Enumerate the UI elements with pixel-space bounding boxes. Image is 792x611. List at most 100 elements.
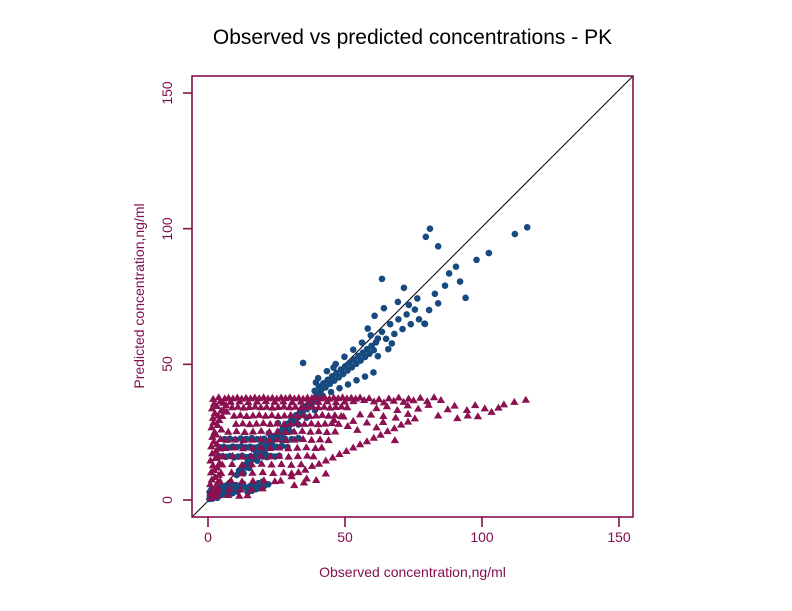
data-point-triangle (281, 427, 291, 435)
data-point-triangle (279, 402, 289, 410)
data-point-triangle (302, 443, 311, 451)
data-point-triangle (209, 399, 219, 407)
data-point-triangle (209, 418, 218, 426)
data-point-triangle (369, 433, 378, 441)
data-point-triangle (318, 410, 327, 418)
data-point-triangle (239, 403, 248, 411)
data-point-circle (422, 233, 430, 241)
data-point-triangle (374, 395, 384, 403)
data-point-triangle (268, 403, 277, 411)
data-point-triangle (293, 419, 302, 427)
data-point-triangle (256, 426, 266, 434)
data-point-triangle (399, 397, 408, 405)
data-point-triangle (208, 432, 217, 440)
y-tick-label: 150 (159, 81, 175, 105)
data-point-triangle (403, 417, 413, 425)
data-point-triangle (409, 396, 418, 404)
data-point-triangle (296, 460, 306, 468)
data-point-triangle (232, 427, 241, 435)
data-point-triangle (321, 469, 331, 477)
data-point-triangle (296, 397, 306, 405)
data-point-circle (349, 346, 357, 353)
data-point-triangle (462, 406, 472, 414)
data-point-triangle (311, 411, 321, 419)
data-point-triangle (289, 427, 299, 435)
data-point-triangle (337, 402, 346, 410)
data-point-triangle (284, 444, 293, 452)
data-point-triangle (424, 400, 433, 408)
data-point-triangle (302, 451, 312, 459)
data-point-circle (426, 225, 434, 232)
chart-title: Observed vs predicted concentrations - P… (212, 26, 613, 49)
data-point-triangle (216, 435, 225, 443)
data-point-triangle (244, 398, 253, 406)
data-point-circle (431, 290, 439, 298)
data-point-triangle (410, 414, 420, 422)
data-point-triangle (301, 465, 310, 473)
data-point-triangle (245, 420, 254, 428)
data-point-triangle (284, 452, 293, 460)
x-tick-label: 100 (470, 529, 494, 545)
data-point-triangle (262, 402, 271, 410)
data-point-triangle (269, 468, 278, 476)
data-point-triangle (413, 404, 423, 412)
data-point-triangle (404, 394, 413, 402)
data-point-circle (445, 270, 453, 277)
data-point-triangle (314, 427, 323, 435)
data-point-triangle (214, 451, 223, 459)
data-point-triangle (322, 427, 332, 435)
data-point-triangle (334, 419, 343, 427)
data-point-triangle (247, 460, 257, 468)
data-point-triangle (499, 400, 509, 408)
data-point-triangle (207, 423, 216, 431)
data-point-triangle (277, 460, 286, 468)
data-point-circle (411, 306, 419, 313)
data-point-circle (353, 377, 360, 384)
data-point-triangle (324, 436, 333, 444)
data-point-triangle (339, 412, 348, 420)
data-point-triangle (279, 420, 289, 428)
data-point-triangle (487, 407, 496, 415)
data-point-triangle (299, 411, 308, 419)
data-point-triangle (494, 403, 503, 411)
data-point-triangle (391, 413, 400, 421)
data-point-triangle (383, 427, 392, 435)
data-point-triangle (230, 435, 240, 443)
data-point-triangle (273, 435, 282, 443)
data-point-circle (336, 384, 343, 392)
data-point-triangle (211, 446, 221, 454)
data-point-circle (358, 339, 366, 346)
data-point-triangle (227, 403, 237, 411)
y-tick-label: 100 (159, 216, 175, 241)
data-point-triangle (218, 411, 227, 419)
data-point-circle (366, 350, 373, 358)
data-point-triangle (216, 468, 226, 476)
data-point-circle (421, 320, 429, 328)
data-point-triangle (265, 419, 275, 427)
data-point-triangle (403, 409, 413, 417)
data-point-triangle (256, 435, 265, 443)
data-point-circle (374, 335, 382, 342)
data-point-triangle (296, 403, 306, 411)
data-point-circle (370, 346, 378, 354)
data-point-triangle (384, 394, 394, 402)
data-point-triangle (309, 452, 318, 460)
data-point-circle (323, 367, 331, 375)
data-point-triangle (314, 403, 323, 411)
data-point-triangle (369, 397, 379, 405)
data-point-triangle (312, 476, 321, 484)
data-point-triangle (287, 472, 296, 480)
data-point-triangle (265, 444, 275, 452)
data-point-triangle (247, 452, 256, 460)
data-point-triangle (215, 416, 224, 424)
data-point-triangle (362, 437, 372, 445)
data-point-triangle (306, 427, 315, 435)
data-point-circle (456, 278, 464, 285)
data-point-triangle (245, 403, 254, 411)
data-point-triangle (294, 468, 303, 476)
data-point-triangle (270, 477, 280, 485)
data-point-triangle (247, 435, 257, 443)
data-point-circle (262, 450, 269, 458)
data-point-triangle (403, 401, 412, 409)
data-point-triangle (307, 435, 316, 443)
